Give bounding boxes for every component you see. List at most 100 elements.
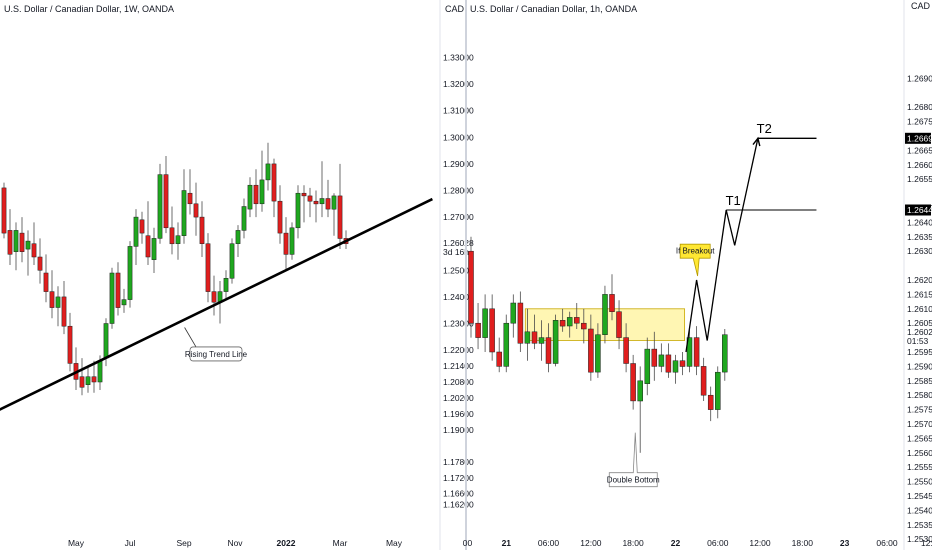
candle-body-down xyxy=(337,195,343,239)
candle-body-up xyxy=(13,230,19,252)
hourly-candle xyxy=(566,311,573,338)
hourly-candle xyxy=(700,357,707,401)
hourly-candle xyxy=(623,323,629,373)
hourly-candle xyxy=(588,314,594,381)
weekly-candle xyxy=(187,169,193,215)
weekly-candle xyxy=(157,163,163,244)
hourly-candles xyxy=(468,236,728,453)
candle-body-up xyxy=(289,227,295,255)
weekly-price-tick: 1.19600 xyxy=(443,409,474,419)
weekly-candle xyxy=(301,185,307,223)
hourly-candle xyxy=(531,314,538,350)
hourly-price-tick: 1.26300 xyxy=(907,246,932,256)
hourly-candle xyxy=(503,314,510,373)
hourly-candle xyxy=(559,308,566,332)
weekly-candle xyxy=(181,169,187,244)
weekly-price-tick: 1.19000 xyxy=(443,425,474,435)
candle-body-down xyxy=(630,363,636,402)
hourly-time-tick: 12:00 xyxy=(580,538,602,548)
weekly-candle xyxy=(1,182,7,239)
candle-body-up xyxy=(127,246,133,300)
weekly-candle xyxy=(247,177,253,218)
weekly-candle xyxy=(211,275,217,316)
hourly-candle xyxy=(574,303,580,329)
weekly-candle xyxy=(205,233,211,303)
price-flag: 1.26692 xyxy=(905,132,932,144)
hourly-price-tick: 1.26200 xyxy=(907,275,932,285)
hourly-time-tick: 12:0 xyxy=(921,538,932,548)
weekly-time-tick: Nov xyxy=(227,538,243,548)
candle-body-up xyxy=(109,272,115,324)
candle-body-up xyxy=(223,278,229,292)
candle-body-down xyxy=(665,354,672,373)
candle-body-down xyxy=(623,337,629,364)
weekly-price-tick: 1.21400 xyxy=(443,361,474,371)
candle-body-down xyxy=(693,337,700,367)
weekly-price-tick: 1.32000 xyxy=(443,79,474,89)
double-bottom-annotation: Double Bottom xyxy=(607,432,660,488)
weekly-candle xyxy=(67,312,73,372)
candle-body-up xyxy=(524,331,531,344)
hourly-price-tick: 1.25950 xyxy=(907,347,932,357)
weekly-candle xyxy=(115,262,121,316)
candle-body-down xyxy=(139,219,145,234)
hourly-candle xyxy=(595,323,601,378)
candle-body-down xyxy=(49,291,55,308)
weekly-candles xyxy=(1,142,349,396)
hourly-candle xyxy=(686,329,693,373)
weekly-candle xyxy=(145,201,151,265)
weekly-candle xyxy=(307,187,313,218)
target-label-t2: T2 xyxy=(757,121,772,136)
hourly-price-tick: 1.26350 xyxy=(907,232,932,242)
hourly-price-tick: 1.26050 xyxy=(907,318,932,328)
weekly-time-tick: 2022 xyxy=(277,538,296,548)
hourly-candle xyxy=(489,294,495,361)
hourly-candle xyxy=(468,236,474,338)
hourly-price-tick: 1.25550 xyxy=(907,462,932,472)
candle-body-down xyxy=(581,322,587,330)
double-bottom-label: Double Bottom xyxy=(607,476,660,485)
weekly-last-price-value: 1.26028 xyxy=(443,238,474,248)
candle-body-up xyxy=(133,216,139,247)
hourly-candle xyxy=(517,291,524,352)
hourly-price-tick: 1.25750 xyxy=(907,405,932,415)
hourly-candle xyxy=(475,303,481,350)
candle-body-down xyxy=(115,272,121,308)
weekly-candle xyxy=(199,201,205,257)
hourly-price-tick: 1.25650 xyxy=(907,433,932,443)
hourly-candle xyxy=(602,285,608,344)
weekly-candle xyxy=(61,281,67,335)
hourly-last-price-value: 1.26025 xyxy=(907,327,932,337)
hourly-candle xyxy=(658,343,665,373)
weekly-candle xyxy=(139,211,145,244)
candle-body-up xyxy=(157,174,163,239)
weekly-price-tick: 1.20800 xyxy=(443,377,474,387)
hourly-candle xyxy=(651,331,658,381)
hourly-time-tick: 00 xyxy=(463,538,473,548)
weekly-price-tick: 1.16600 xyxy=(443,489,474,499)
weekly-candle xyxy=(133,209,139,265)
candle-body-down xyxy=(169,227,175,245)
weekly-candle xyxy=(151,227,157,273)
candle-body-up xyxy=(241,206,247,231)
candle-body-up xyxy=(175,235,181,244)
candle-body-down xyxy=(193,203,199,218)
candle-body-up xyxy=(151,238,157,260)
hourly-candle xyxy=(496,337,502,373)
breakout-callout-label: If Breakout xyxy=(676,247,715,256)
weekly-currency-label: CAD xyxy=(445,4,465,14)
price-flag: 1.26443 xyxy=(905,204,932,216)
weekly-candle xyxy=(79,358,85,396)
hourly-candle xyxy=(672,354,679,384)
hourly-price-tick: 1.25450 xyxy=(907,491,932,501)
candle-body-up xyxy=(715,371,721,410)
hourly-time-tick: 12:00 xyxy=(749,538,771,548)
weekly-candle xyxy=(43,254,49,303)
candle-body-down xyxy=(307,195,313,202)
weekly-candle xyxy=(337,163,343,249)
hourly-candle xyxy=(644,337,651,396)
weekly-candle xyxy=(163,156,169,234)
candle-body-down xyxy=(301,192,307,197)
weekly-candle xyxy=(325,179,331,218)
